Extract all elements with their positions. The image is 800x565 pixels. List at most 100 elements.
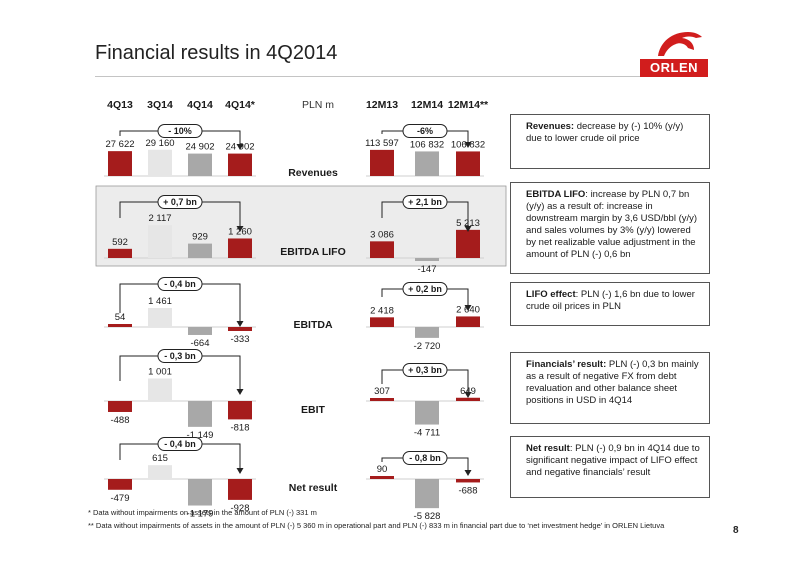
annual-change-arrow-4-arrowhead — [464, 470, 472, 476]
value-label-0-annual-1: 106 832 — [410, 139, 444, 150]
annual-change-arrow-0-arrowhead — [464, 142, 472, 148]
quarter-change-arrow-1-arrowhead — [236, 226, 244, 232]
value-label-1-quarter-2: 929 — [192, 232, 208, 243]
value-label-3-annual-0: 307 — [374, 386, 390, 397]
bar-4-annual-1 — [415, 479, 439, 509]
commentary-text-0: decrease by (-) 10% (y/y) due to lower c… — [526, 121, 684, 144]
value-label-3-quarter-0: -488 — [110, 415, 129, 426]
value-label-1-annual-1: -147 — [417, 264, 436, 275]
page-title: Financial results in 4Q2014 — [95, 42, 338, 64]
quarter-change-badge-3-oval — [157, 349, 203, 363]
bar-1-quarter-2 — [188, 243, 212, 258]
commentary-lead-1: EBITDA LIFO — [526, 189, 586, 200]
annual-change-badge-2-text: + 0,2 bn — [408, 284, 442, 294]
column-header-quarter-1: 3Q14 — [147, 99, 173, 111]
row-label-3: EBIT — [301, 404, 326, 416]
annual-change-badge-2-oval — [402, 282, 448, 296]
commentary-lead-0: Revenues: — [526, 121, 575, 132]
footnote-1: * Data without impairments on assets in … — [88, 508, 317, 517]
bar-4-quarter-3 — [228, 479, 252, 500]
commentary-text-1: : increase by PLN 0,7 bn (y/y) as a resu… — [526, 189, 698, 260]
value-label-1-quarter-1: 2 117 — [148, 213, 171, 224]
commentary-box-4: Net result: PLN (-) 0,9 bn in 4Q14 due t… — [510, 436, 710, 498]
bar-2-quarter-0 — [108, 324, 132, 327]
column-header-annual-0: 12M13 — [366, 99, 398, 111]
annual-change-badge-3-oval — [402, 363, 448, 377]
row-label-1: EBITDA LIFO — [280, 246, 346, 258]
bar-4-quarter-2 — [188, 479, 212, 506]
value-label-3-quarter-2: -1 149 — [187, 430, 214, 441]
footnote-2: ** Data without impairments of assets in… — [88, 521, 665, 530]
value-label-0-quarter-1: 29 160 — [145, 138, 174, 149]
commentary-box-1: EBITDA LIFO: increase by PLN 0,7 bn (y/y… — [510, 182, 710, 274]
value-label-2-annual-0: 2 418 — [370, 305, 394, 316]
value-label-4-quarter-0: -479 — [110, 493, 129, 504]
bar-0-quarter-3 — [228, 153, 252, 176]
value-label-3-annual-1: -4 711 — [414, 428, 440, 439]
bar-2-quarter-1 — [148, 308, 172, 327]
bar-2-annual-2 — [456, 316, 480, 327]
value-label-0-quarter-0: 27 622 — [105, 139, 134, 150]
quarter-change-badge-1-oval — [157, 195, 203, 209]
quarter-change-arrow-3-arrowhead — [236, 389, 244, 395]
quarter-change-badge-2-oval — [157, 277, 203, 291]
value-label-4-quarter-1: 615 — [152, 453, 168, 464]
annual-change-arrow-1-arrowhead — [464, 226, 472, 232]
column-header-quarter-3: 4Q14* — [225, 99, 256, 111]
orlen-logo: ORLEN — [636, 26, 712, 84]
value-label-2-annual-1: -2 720 — [414, 341, 441, 352]
bar-2-quarter-3 — [228, 327, 252, 331]
annual-change-badge-4-text: - 0,8 bn — [409, 453, 441, 463]
value-label-4-quarter-3: -928 — [230, 503, 249, 514]
value-label-4-annual-2: -688 — [458, 485, 477, 496]
bar-0-annual-1 — [415, 151, 439, 176]
value-label-4-quarter-2: -1 179 — [187, 509, 214, 520]
quarter-change-badge-4-oval — [157, 437, 203, 451]
bar-1-annual-2 — [456, 229, 480, 258]
value-label-3-quarter-3: -818 — [230, 422, 249, 433]
annual-change-arrow-2-arrowhead — [464, 305, 472, 311]
column-header-annual-2: 12M14** — [448, 99, 489, 111]
bar-1-annual-0 — [370, 241, 394, 258]
bar-4-annual-2 — [456, 479, 480, 483]
page-number: 8 — [733, 525, 739, 536]
annual-change-badge-4-oval — [402, 451, 448, 465]
bar-1-annual-1 — [415, 258, 439, 261]
quarter-change-badge-4-text: - 0,4 bn — [164, 439, 196, 449]
bar-2-annual-0 — [370, 317, 394, 327]
title-divider — [95, 76, 707, 77]
row-label-2: EBITDA — [293, 319, 333, 331]
unit-label: PLN m — [302, 99, 334, 111]
bar-4-annual-0 — [370, 476, 394, 479]
column-header-quarter-2: 4Q14 — [187, 99, 213, 111]
bar-0-quarter-1 — [148, 149, 172, 176]
annual-change-badge-3-text: + 0,3 bn — [408, 365, 442, 375]
row-label-0: Revenues — [288, 167, 338, 179]
logo-wordmark: ORLEN — [640, 59, 708, 77]
bar-3-annual-1 — [415, 401, 439, 425]
row-label-4: Net result — [289, 482, 338, 494]
value-label-1-quarter-0: 592 — [112, 237, 128, 248]
quarter-change-arrow-4-arrowhead — [236, 468, 244, 474]
annual-change-arrow-3-arrowhead — [464, 392, 472, 398]
quarter-change-badge-3-text: - 0,3 bn — [164, 351, 196, 361]
value-label-4-annual-0: 90 — [377, 464, 388, 475]
commentary-lead-2: LIFO effect — [526, 289, 576, 300]
eagle-head-icon — [658, 32, 702, 56]
bar-3-annual-2 — [456, 397, 480, 401]
quarter-change-badge-1-text: + 0,7 bn — [163, 197, 197, 207]
annual-change-badge-0-text: -6% — [417, 126, 433, 136]
quarter-change-badge-0-oval — [157, 124, 203, 138]
quarter-change-arrow-2-arrowhead — [236, 321, 244, 327]
bar-4-quarter-0 — [108, 479, 132, 490]
commentary-box-2: LIFO effect: PLN (-) 1,6 bn due to lower… — [510, 282, 710, 326]
commentary-box-3: Financials’ result: PLN (-) 0,3 bn mainl… — [510, 352, 710, 424]
bar-3-quarter-1 — [148, 378, 172, 401]
commentary-text-3: PLN (-) 0,3 bn mainly as a result of neg… — [526, 359, 699, 406]
bar-0-quarter-0 — [108, 151, 132, 176]
quarter-change-badge-2-text: - 0,4 bn — [164, 279, 196, 289]
value-label-0-annual-0: 113 597 — [365, 138, 399, 149]
bar-3-quarter-2 — [188, 401, 212, 427]
annual-change-badge-1-text: + 2,1 bn — [408, 197, 442, 207]
